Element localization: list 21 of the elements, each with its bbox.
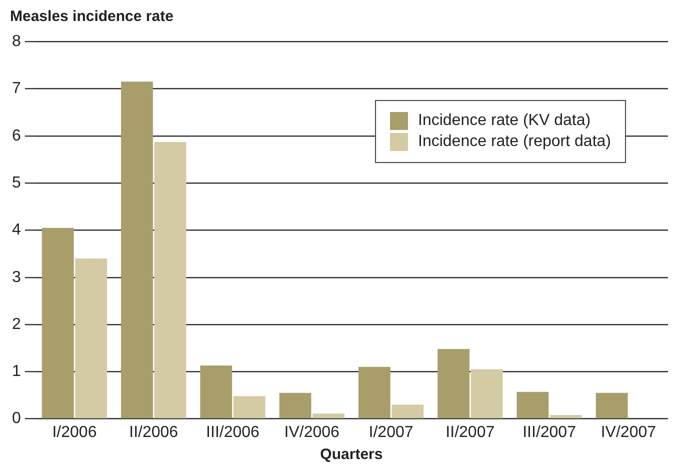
y-tick-label: 1: [12, 363, 21, 380]
y-axis-title: Measles incidence rate: [10, 8, 174, 25]
legend-label: Incidence rate (report data): [418, 133, 611, 151]
x-tick-label: II/2007: [446, 424, 495, 441]
y-tick-label: 2: [12, 316, 21, 333]
x-tick-label: III/2006: [206, 424, 260, 441]
y-tick-label: 8: [12, 33, 21, 50]
y-tick-label: 4: [12, 222, 21, 239]
x-tick-label: I/2006: [52, 424, 97, 441]
x-tick-label: III/2007: [522, 424, 576, 441]
y-tick-label: 6: [12, 127, 21, 144]
x-tick-label: IV/2006: [284, 424, 340, 441]
y-tick-label: 0: [12, 410, 21, 428]
x-tick-label: II/2006: [129, 424, 178, 441]
x-tick-label: I/2007: [368, 424, 414, 441]
y-tick-label: 5: [12, 174, 21, 192]
legend-label: Incidence rate (KV data): [418, 112, 591, 130]
x-axis-title: Quarters: [320, 446, 383, 464]
x-tick-label: IV/2007: [600, 424, 656, 441]
y-tick-label: 7: [12, 80, 21, 98]
y-tick-label: 3: [12, 268, 21, 286]
